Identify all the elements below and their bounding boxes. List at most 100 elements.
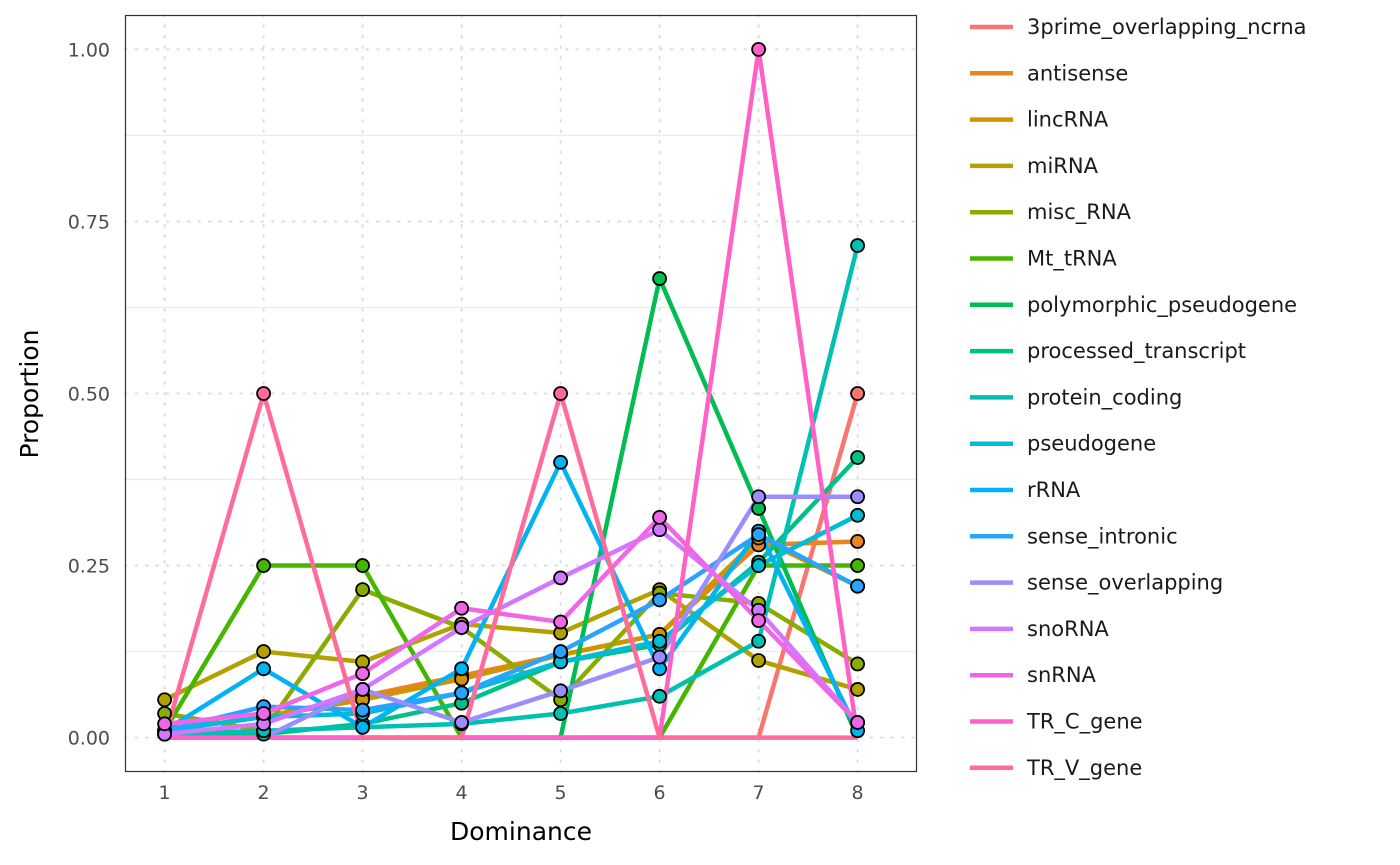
- data-point-antisense: [850, 534, 865, 549]
- data-point-protein_coding: [751, 633, 766, 649]
- data-point-snRNA: [850, 715, 865, 730]
- data-point-polymorphic_pseudogene: [652, 271, 667, 286]
- y-tick-label: 1.00: [68, 39, 110, 61]
- legend-label: protein_coding: [1027, 385, 1182, 410]
- legend-label: miRNA: [1027, 154, 1099, 178]
- data-point-snRNA: [652, 509, 667, 525]
- y-axis-title: Proportion: [15, 330, 44, 459]
- data-point-TR_V_gene: [256, 386, 272, 401]
- data-point-processed_transcript: [850, 450, 865, 465]
- legend-label: TR_V_gene: [1026, 756, 1142, 781]
- legend-label: polymorphic_pseudogene: [1027, 293, 1297, 318]
- x-tick-label: 8: [852, 782, 864, 804]
- data-point-sense_overlapping: [454, 715, 470, 730]
- x-tick-label: 2: [258, 782, 270, 804]
- data-point-miRNA: [256, 644, 272, 659]
- data-point-Mt_tRNA: [850, 558, 865, 573]
- series-line-snRNA: [164, 515, 860, 727]
- legend-item: miRNA: [970, 154, 1099, 178]
- data-point-sense_overlapping: [553, 683, 568, 699]
- data-point-protein_coding: [553, 706, 568, 721]
- data-point-sense_overlapping: [751, 489, 766, 505]
- legend-item: TR_C_gene: [970, 710, 1143, 735]
- legend-item: processed_transcript: [970, 339, 1246, 364]
- series-line-sense_overlapping: [164, 494, 858, 740]
- x-tick-label: 5: [555, 782, 567, 804]
- data-point-sense_intronic: [751, 527, 766, 542]
- y-tick-label: 0.50: [68, 384, 110, 406]
- data-point-snRNA: [157, 716, 173, 732]
- legend-item: protein_coding: [970, 385, 1182, 410]
- data-point-misc_RNA: [355, 582, 371, 598]
- x-tick-label: 4: [456, 782, 468, 804]
- data-point-sense_intronic: [355, 702, 371, 718]
- data-point-snoRNA: [553, 570, 568, 586]
- legend-item: sense_intronic: [970, 524, 1178, 549]
- data-point-Mt_tRNA: [256, 558, 272, 573]
- legend-label: rRNA: [1027, 478, 1081, 502]
- legend: 3prime_overlapping_ncrna antisense lincRNA…: [970, 15, 1307, 781]
- y-tick-label: 0.00: [68, 728, 110, 750]
- legend-label: Mt_tRNA: [1027, 247, 1117, 272]
- legend-label: 3prime_overlapping_ncrna: [1027, 15, 1307, 40]
- data-point-pseudogene: [652, 633, 667, 649]
- x-tick-label: 1: [159, 782, 171, 804]
- data-point-TR_V_gene: [553, 386, 568, 401]
- data-point-snoRNA: [454, 620, 470, 635]
- data-point-snRNA: [355, 666, 371, 681]
- legend-label: antisense: [1027, 61, 1128, 85]
- data-point-miRNA: [850, 682, 865, 697]
- x-axis-title: Dominance: [450, 817, 592, 846]
- x-axis-ticks: 1 2 3 4 5 6 7 8: [159, 782, 864, 804]
- legend-item: snRNA: [970, 663, 1097, 687]
- legend-label: TR_C_gene: [1026, 710, 1143, 735]
- data-point-snRNA: [751, 613, 766, 628]
- data-point-sense_overlapping: [652, 649, 667, 665]
- legend-item: misc_RNA: [970, 200, 1132, 225]
- legend-item: snoRNA: [970, 617, 1109, 641]
- series-line-TR_V_gene: [162, 391, 858, 740]
- data-point-TR_C_gene: [751, 42, 766, 57]
- data-point-snoRNA: [652, 522, 667, 538]
- legend-item: Mt_tRNA: [970, 247, 1117, 272]
- legend-item: sense_overlapping: [970, 571, 1223, 596]
- legend-item: polymorphic_pseudogene: [970, 293, 1297, 318]
- data-point-pseudogene: [751, 558, 766, 573]
- data-point-rRNA: [553, 454, 568, 470]
- legend-label: snRNA: [1027, 663, 1097, 687]
- data-point-3prime_overlapping_ncrna: [850, 386, 865, 401]
- series-line-TR_C_gene: [164, 47, 860, 740]
- y-tick-label: 0.75: [68, 211, 110, 233]
- data-point-miRNA: [157, 692, 173, 708]
- legend-item: antisense: [970, 61, 1128, 85]
- legend-item: TR_V_gene: [970, 756, 1142, 781]
- data-point-snRNA: [256, 706, 272, 721]
- data-point-protein_coding: [652, 688, 667, 704]
- data-point-sense_intronic: [850, 578, 865, 594]
- series-points: [157, 42, 865, 742]
- series-line-snoRNA: [164, 527, 860, 737]
- data-point-pseudogene: [850, 507, 865, 523]
- x-tick-label: 3: [357, 782, 369, 804]
- x-tick-label: 7: [753, 782, 765, 804]
- legend-item: pseudogene: [970, 432, 1156, 456]
- legend-item: lincRNA: [970, 108, 1109, 132]
- legend-label: sense_overlapping: [1027, 571, 1223, 596]
- y-tick-label: 0.25: [68, 556, 110, 578]
- panel-border: [124, 14, 918, 773]
- legend-label: misc_RNA: [1027, 200, 1132, 225]
- data-point-sense_intronic: [652, 592, 667, 608]
- data-point-rRNA: [454, 661, 470, 677]
- data-point-snRNA: [454, 600, 470, 616]
- legend-label: pseudogene: [1027, 432, 1156, 456]
- y-axis-ticks: 0.00 0.25 0.50 0.75 1.00: [68, 39, 110, 749]
- legend-label: lincRNA: [1027, 108, 1109, 132]
- data-point-snRNA: [553, 614, 568, 630]
- legend-label: sense_intronic: [1027, 524, 1178, 549]
- legend-label: processed_transcript: [1027, 339, 1246, 364]
- data-point-miRNA: [751, 653, 766, 668]
- data-point-misc_RNA: [850, 656, 865, 672]
- data-point-snoRNA: [355, 682, 371, 697]
